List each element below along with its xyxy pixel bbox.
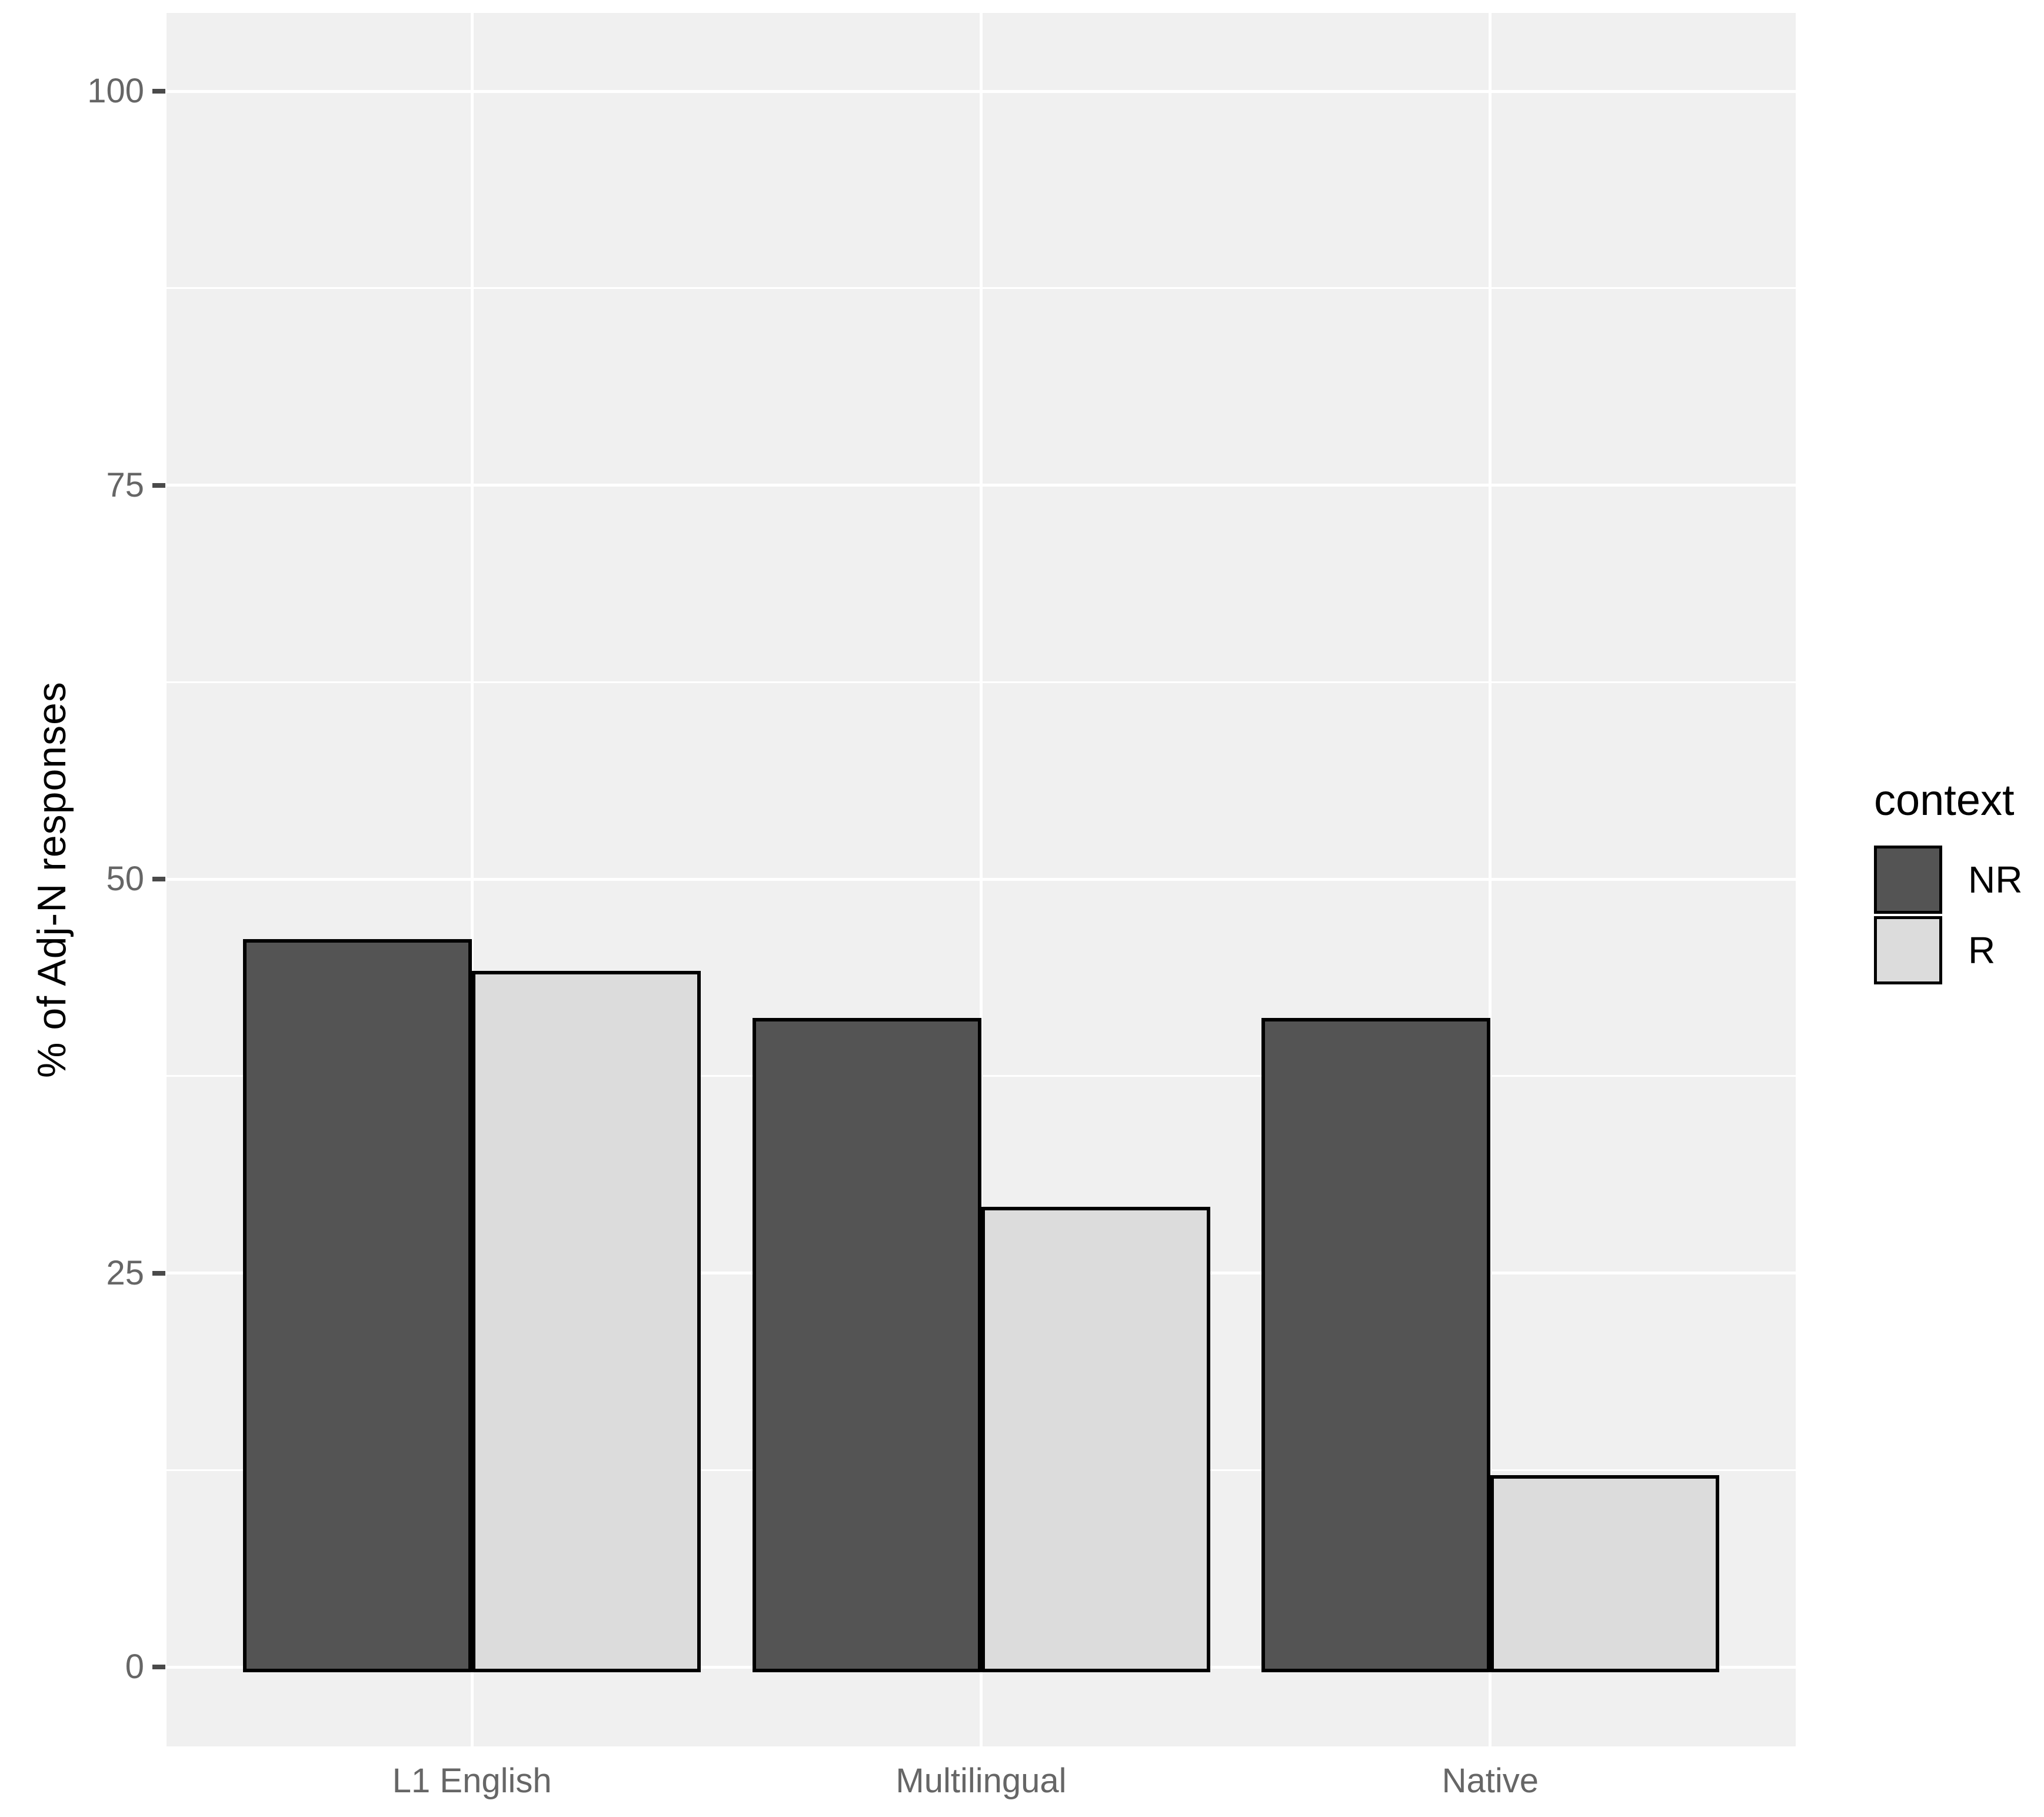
legend: context NR R (1874, 777, 2022, 987)
legend-label-r: R (1968, 929, 1996, 971)
y-tick-mark (152, 482, 165, 488)
legend-title: context (1874, 776, 2015, 824)
y-tick-label: 75 (106, 465, 144, 504)
x-category-label-multilingual: Multilingual (896, 1762, 1067, 1800)
x-category-label-native: Native (1442, 1762, 1539, 1800)
y-tick-mark (152, 89, 165, 94)
gridline-major-v (470, 13, 474, 1746)
y-tick-label: 100 (87, 72, 144, 110)
bar-r-multilingual (981, 1207, 1210, 1672)
bar-r-native (1490, 1475, 1719, 1672)
y-tick-mark (152, 1665, 165, 1669)
legend-swatch-nr (1874, 846, 1942, 914)
legend-item-r: R (1874, 916, 2022, 984)
y-axis-title: % of Adj-N responses (29, 681, 74, 1078)
bar-nr-native (1261, 1018, 1490, 1672)
y-tick-label: 50 (106, 860, 144, 898)
legend-swatch-r (1874, 916, 1942, 984)
y-tick-label: 25 (106, 1253, 144, 1292)
plot-panel (167, 13, 1796, 1746)
gridline-major-v (980, 13, 983, 1746)
legend-label-nr: NR (1968, 858, 2023, 901)
x-category-label-l1-english: L1 English (392, 1762, 552, 1800)
y-tick-mark (152, 1270, 165, 1276)
y-tick-label: 0 (125, 1648, 144, 1686)
legend-items: NR R (1874, 846, 2022, 984)
bar-nr-multilingual (752, 1018, 981, 1672)
bar-r-l1-english (472, 970, 701, 1672)
y-tick-mark (152, 877, 165, 881)
gridline-major-v (1489, 13, 1492, 1746)
bar-nr-l1-english (243, 939, 472, 1672)
legend-item-nr: NR (1874, 846, 2022, 914)
